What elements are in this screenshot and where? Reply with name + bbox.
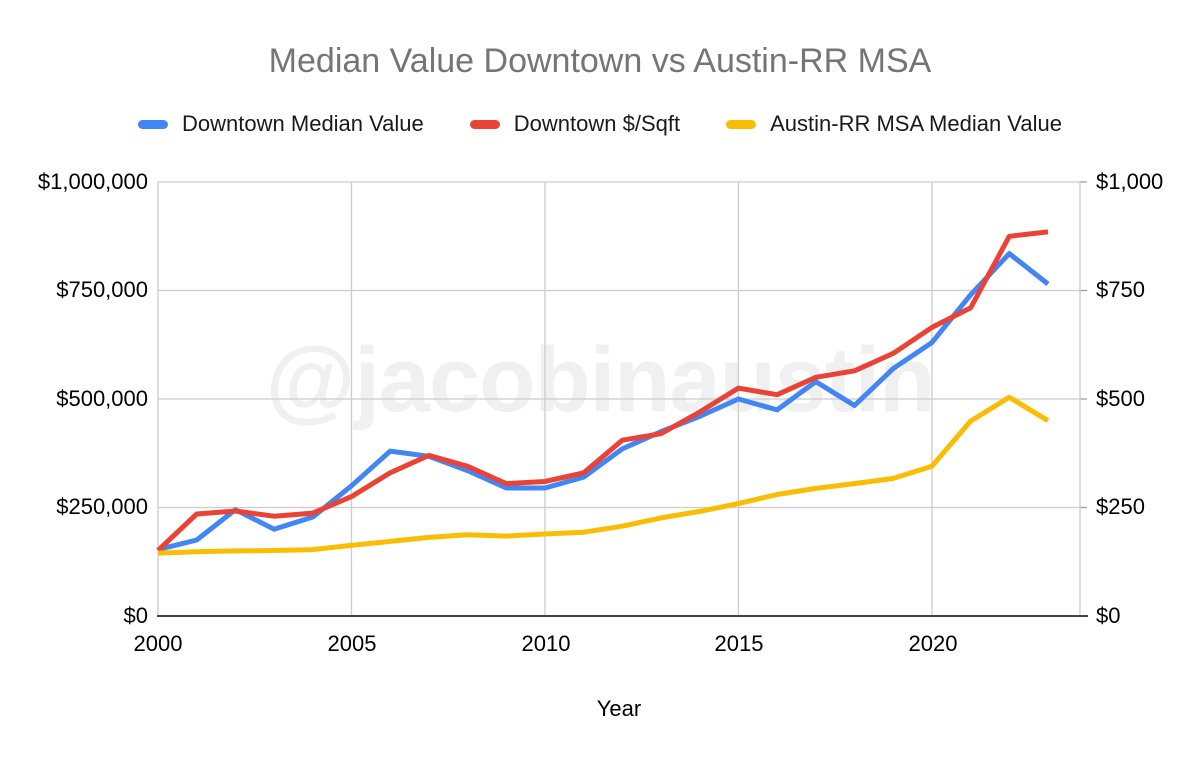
- legend-item-downtown-median: Downtown Median Value: [138, 111, 424, 137]
- x-axis-tick-2010: 2010: [521, 631, 571, 656]
- x-axis-tick-2015: 2015: [714, 631, 764, 656]
- watermark-text: @jacobinaustin: [265, 329, 936, 431]
- x-axis-tick-2005: 2005: [327, 631, 377, 656]
- series-line-downtown-sqft: [156, 229, 1049, 553]
- left-axis-tick-500000: $500,000: [56, 386, 148, 411]
- chart-legend: Downtown Median Value Downtown $/Sqft Au…: [0, 111, 1200, 137]
- right-axis-tick-750: $750: [1096, 277, 1145, 302]
- left-axis-tick-1000000: $1,000,000: [37, 169, 148, 194]
- legend-swatch-yellow-icon: [726, 119, 757, 129]
- left-axis-tick-250000: $250,000: [56, 494, 148, 519]
- right-axis-tick-500: $500: [1096, 386, 1145, 411]
- legend-swatch-red-icon: [469, 119, 500, 129]
- right-axis-tick-250: $250: [1096, 494, 1145, 519]
- chart-title: Median Value Downtown vs Austin-RR MSA: [268, 42, 932, 80]
- series-line-downtown-median-value: [157, 251, 1050, 553]
- legend-label: Downtown $/Sqft: [513, 111, 681, 136]
- x-axis-tick-2000: 2000: [133, 631, 183, 656]
- legend-item-downtown-psf: Downtown $/Sqft: [469, 111, 681, 137]
- x-axis-tick-2020: 2020: [908, 631, 958, 656]
- left-axis-tick-0: $0: [123, 603, 148, 628]
- series-line-austin-rr-msa-median-value: [157, 394, 1050, 556]
- legend-label: Downtown Median Value: [182, 111, 424, 136]
- right-axis-tick-0: $0: [1096, 603, 1121, 628]
- x-axis-title: Year: [596, 696, 642, 721]
- legend-item-msa-median: Austin-RR MSA Median Value: [726, 111, 1062, 137]
- legend-label: Austin-RR MSA Median Value: [770, 111, 1062, 136]
- right-axis-tick-1000: $1,000: [1096, 169, 1164, 194]
- legend-swatch-blue-icon: [138, 119, 169, 129]
- left-axis-tick-750000: $750,000: [56, 277, 148, 302]
